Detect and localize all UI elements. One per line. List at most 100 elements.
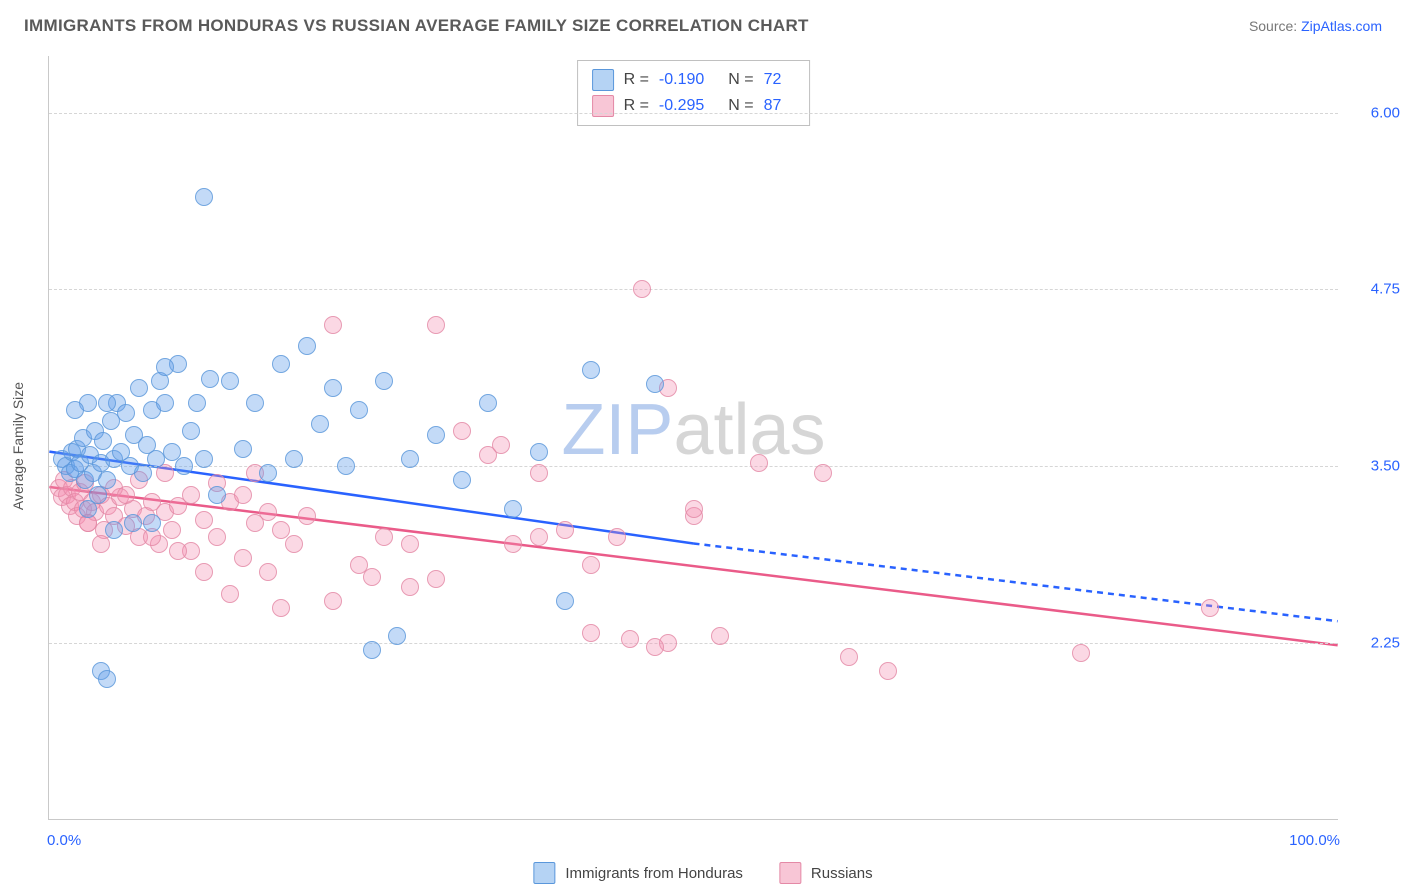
scatter-point-series2	[427, 316, 445, 334]
scatter-point-series1	[272, 355, 290, 373]
scatter-point-series2	[401, 535, 419, 553]
y-tick-label: 2.25	[1371, 635, 1400, 652]
scatter-point-series1	[401, 450, 419, 468]
scatter-point-series2	[401, 578, 419, 596]
scatter-point-series1	[388, 627, 406, 645]
scatter-point-series1	[143, 514, 161, 532]
scatter-point-series2	[621, 630, 639, 648]
scatter-point-series2	[608, 528, 626, 546]
scatter-point-series1	[105, 521, 123, 539]
scatter-point-series2	[1201, 599, 1219, 617]
scatter-point-series2	[195, 563, 213, 581]
scatter-point-series1	[208, 486, 226, 504]
scatter-point-series2	[259, 563, 277, 581]
gridline	[49, 643, 1338, 644]
scatter-point-series2	[169, 542, 187, 560]
y-tick-label: 6.00	[1371, 104, 1400, 121]
scatter-point-series1	[504, 500, 522, 518]
source-link[interactable]: ZipAtlas.com	[1301, 18, 1382, 34]
source-attribution: Source: ZipAtlas.com	[1249, 18, 1382, 34]
trend-lines-svg	[49, 56, 1338, 819]
scatter-point-series2	[530, 528, 548, 546]
scatter-point-series2	[208, 528, 226, 546]
y-tick-label: 4.75	[1371, 281, 1400, 298]
x-tick-right: 100.0%	[1289, 832, 1340, 849]
gridline	[49, 466, 1338, 467]
scatter-point-series1	[234, 440, 252, 458]
scatter-point-series2	[324, 316, 342, 334]
scatter-point-series1	[298, 337, 316, 355]
legend-swatch-series2	[779, 862, 801, 884]
scatter-point-series2	[163, 521, 181, 539]
scatter-point-series1	[363, 641, 381, 659]
scatter-point-series1	[427, 426, 445, 444]
scatter-point-series2	[324, 592, 342, 610]
scatter-point-series1	[221, 372, 239, 390]
scatter-point-series2	[530, 464, 548, 482]
scatter-point-series1	[98, 670, 116, 688]
scatter-point-series1	[175, 457, 193, 475]
scatter-point-series2	[259, 503, 277, 521]
legend-item-series1: Immigrants from Honduras	[533, 862, 743, 884]
scatter-point-series1	[201, 370, 219, 388]
scatter-point-series2	[633, 280, 651, 298]
scatter-point-series1	[79, 500, 97, 518]
gridline	[49, 289, 1338, 290]
scatter-point-series2	[685, 500, 703, 518]
scatter-point-series2	[582, 624, 600, 642]
r-value-series1: -0.190	[659, 71, 704, 89]
scatter-point-series1	[479, 394, 497, 412]
correlation-stats-box: R = -0.190 N = 72 R = -0.295 N = 87	[577, 60, 811, 126]
scatter-point-series1	[124, 514, 142, 532]
watermark-part2: atlas	[673, 389, 825, 469]
y-tick-label: 3.50	[1371, 458, 1400, 475]
scatter-point-series2	[879, 662, 897, 680]
x-tick-left: 0.0%	[47, 832, 81, 849]
scatter-point-series1	[94, 432, 112, 450]
scatter-point-series2	[117, 486, 135, 504]
scatter-point-series2	[234, 486, 252, 504]
legend-label-series2: Russians	[811, 865, 873, 882]
scatter-point-series2	[182, 486, 200, 504]
scatter-point-series2	[375, 528, 393, 546]
scatter-point-series1	[66, 401, 84, 419]
scatter-point-series1	[134, 464, 152, 482]
scatter-point-series1	[195, 450, 213, 468]
scatter-point-series1	[556, 592, 574, 610]
scatter-point-series2	[298, 507, 316, 525]
scatter-point-series1	[582, 361, 600, 379]
scatter-point-series1	[285, 450, 303, 468]
source-label: Source:	[1249, 18, 1297, 34]
scatter-point-series1	[350, 401, 368, 419]
scatter-point-series1	[453, 471, 471, 489]
scatter-point-series2	[92, 535, 110, 553]
scatter-point-series2	[221, 585, 239, 603]
scatter-point-series2	[285, 535, 303, 553]
scatter-point-series1	[246, 394, 264, 412]
scatter-point-series2	[711, 627, 729, 645]
scatter-point-series1	[156, 358, 174, 376]
scatter-point-series1	[337, 457, 355, 475]
scatter-point-series2	[363, 568, 381, 586]
scatter-point-series2	[504, 535, 522, 553]
stats-row-series1: R = -0.190 N = 72	[592, 67, 796, 93]
gridline	[49, 113, 1338, 114]
scatter-point-series2	[453, 422, 471, 440]
scatter-point-series2	[195, 511, 213, 529]
scatter-point-series1	[195, 188, 213, 206]
scatter-point-series2	[814, 464, 832, 482]
scatter-point-series1	[98, 471, 116, 489]
watermark-text: ZIPatlas	[561, 388, 825, 470]
scatter-point-series1	[375, 372, 393, 390]
scatter-point-series1	[324, 379, 342, 397]
scatter-point-series2	[556, 521, 574, 539]
n-value-series1: 72	[764, 71, 782, 89]
legend-label-series1: Immigrants from Honduras	[565, 865, 743, 882]
legend-swatch-series2	[592, 95, 614, 117]
scatter-point-series1	[117, 404, 135, 422]
scatter-point-series2	[840, 648, 858, 666]
r-label: R =	[624, 71, 649, 89]
legend-item-series2: Russians	[779, 862, 873, 884]
y-axis-title: Average Family Size	[10, 382, 26, 510]
legend-swatch-series1	[533, 862, 555, 884]
